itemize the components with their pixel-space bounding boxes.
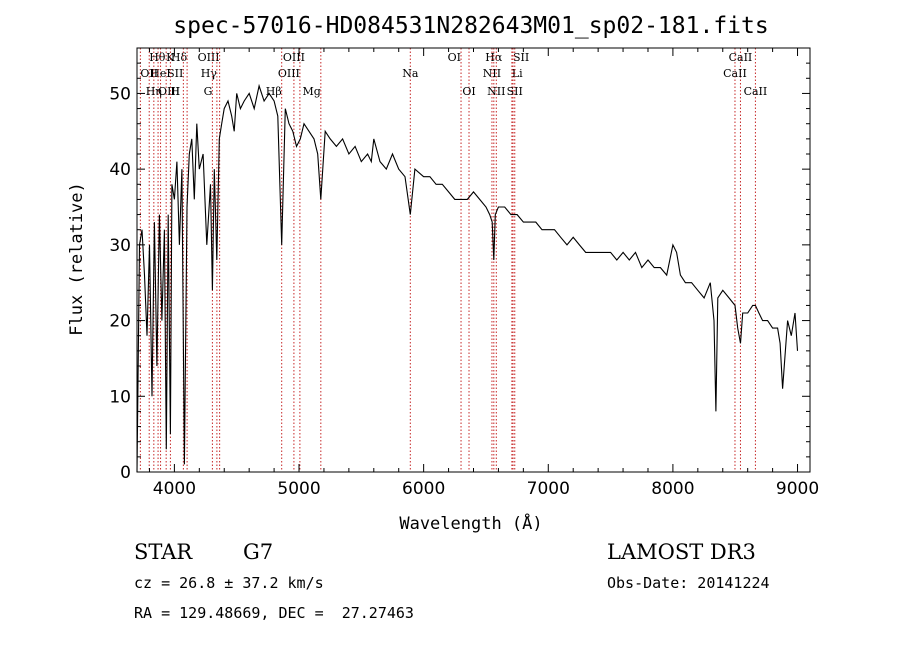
y-axis: 0 10 20 30 40 50 — [109, 47, 810, 483]
x-tick-label-8000: 8000 — [651, 479, 694, 499]
redshift-velocity: cz = 26.8 ± 37.2 km/s — [134, 574, 324, 592]
coordinates: RA = 129.48669, DEC = 27.27463 — [134, 604, 414, 622]
y-tick-label-10: 10 — [109, 387, 131, 407]
marker-label-16: Li — [512, 67, 523, 80]
marker-label-8: CaII — [729, 51, 753, 64]
y-axis-label: Flux (relative) — [67, 182, 87, 336]
marker-label-18: OIII — [158, 85, 180, 98]
marker-label-23: Mg — [303, 85, 321, 98]
marker-label-22: Hβ — [266, 85, 282, 98]
series-line-spectrum — [136, 83, 799, 473]
x-tick-label-6000: 6000 — [402, 479, 445, 499]
marker-label-20: H — [170, 85, 180, 98]
x-tick-label-5000: 5000 — [277, 479, 320, 499]
y-tick-label-20: 20 — [109, 312, 131, 332]
x-axis-label: Wavelength (Å) — [399, 512, 542, 534]
marker-label-26: SII — [507, 85, 523, 98]
marker-label-15: NII — [483, 67, 501, 80]
marker-label-0: Hθ — [149, 51, 166, 64]
marker-label-1: K — [166, 51, 175, 64]
marker-label-4: OIII — [283, 51, 305, 64]
marker-label-6: Hα — [485, 51, 503, 64]
marker-label-17: CaII — [723, 67, 747, 80]
marker-label-19: Hη — [146, 85, 162, 98]
marker-label-13: OIII — [278, 67, 300, 80]
object-class: STAR — [134, 540, 193, 564]
survey-name: LAMOST DR3 — [607, 540, 756, 564]
chart-title: spec-57016-HD084531N282643M01_sp02-181.f… — [173, 13, 768, 39]
y-tick-label-40: 40 — [109, 160, 131, 180]
marker-label-5: OI — [448, 51, 461, 64]
marker-label-14: Na — [402, 67, 419, 80]
marker-label-3: OIII — [198, 51, 220, 64]
marker-label-27: CaII — [744, 85, 768, 98]
y-tick-label-0: 0 — [120, 463, 131, 483]
object-subclass: G7 — [243, 540, 274, 564]
observation-date: Obs-Date: 20141224 — [607, 574, 770, 592]
marker-label-24: OI — [462, 85, 475, 98]
marker-label-10: HeI — [150, 67, 170, 80]
marker-label-11: SII — [167, 67, 183, 80]
x-tick-label-4000: 4000 — [153, 479, 196, 499]
spectrum-series — [136, 83, 799, 473]
marker-label-25: NII — [487, 85, 505, 98]
y-tick-label-30: 30 — [109, 236, 131, 256]
marker-label-7: SII — [513, 51, 529, 64]
x-tick-label-9000: 9000 — [776, 479, 819, 499]
marker-label-21: G — [204, 85, 213, 98]
x-tick-label-7000: 7000 — [527, 479, 570, 499]
plot-frame — [136, 47, 811, 473]
x-axis: 4000 5000 6000 7000 8000 9000 — [148, 48, 819, 499]
marker-label-2: Hδ — [171, 51, 188, 64]
y-tick-label-50: 50 — [109, 84, 131, 104]
marker-label-12: Hγ — [201, 67, 218, 80]
